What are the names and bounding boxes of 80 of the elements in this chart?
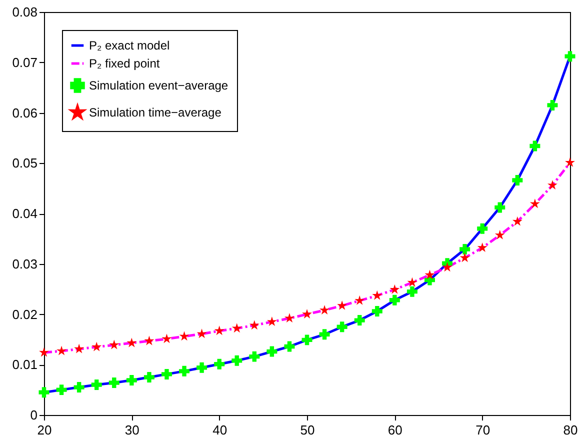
- point: [320, 304, 330, 314]
- point: [372, 306, 382, 316]
- point: [179, 331, 190, 341]
- point: [56, 346, 67, 356]
- point: [144, 372, 154, 382]
- point: [494, 230, 505, 240]
- point: [442, 262, 452, 272]
- point: [126, 338, 137, 348]
- point: [92, 342, 102, 352]
- point: [214, 326, 224, 336]
- x-tick-label: 30: [124, 422, 140, 438]
- point: [477, 242, 488, 252]
- point: [494, 202, 506, 213]
- point: [372, 290, 382, 300]
- point: [249, 320, 260, 330]
- legend-label: P₂ fixed point: [89, 56, 160, 70]
- point: [39, 347, 49, 357]
- point: [249, 351, 260, 362]
- y-tick-label: 0.07: [12, 54, 38, 70]
- point: [477, 223, 488, 234]
- point: [74, 344, 84, 354]
- x-tick-label: 50: [300, 422, 315, 438]
- legend-label: Simulation event−average: [89, 78, 228, 92]
- point: [512, 175, 523, 186]
- x-tick-label: 40: [212, 422, 228, 438]
- point: [512, 216, 522, 226]
- legend-label: P₂ exact model: [89, 38, 170, 52]
- point: [284, 341, 295, 352]
- point: [354, 295, 365, 305]
- x-tick-label: 80: [563, 422, 578, 438]
- point: [179, 366, 190, 376]
- point: [564, 51, 576, 62]
- point: [302, 309, 312, 318]
- point: [354, 315, 365, 326]
- point: [196, 328, 207, 338]
- y-tick-label: 0.01: [12, 357, 38, 372]
- point: [56, 384, 67, 396]
- point: [319, 329, 330, 340]
- point: [336, 322, 348, 332]
- point: [266, 346, 278, 357]
- y-tick-label: 0.05: [12, 156, 38, 171]
- point: [109, 340, 120, 350]
- point: [530, 198, 540, 208]
- point: [337, 300, 348, 310]
- point: [126, 374, 137, 386]
- point: [108, 378, 120, 388]
- point: [144, 336, 154, 346]
- point: [302, 334, 312, 346]
- point: [214, 358, 225, 370]
- point: [530, 140, 540, 152]
- y-tick-label: 0.08: [12, 4, 38, 20]
- point: [547, 180, 558, 190]
- point: [406, 286, 418, 297]
- x-tick-label: 60: [388, 422, 402, 438]
- point: [460, 244, 470, 255]
- point: [407, 277, 418, 287]
- point: [565, 157, 575, 167]
- x-tick-label: 20: [37, 422, 52, 438]
- y-tick-label: 0.03: [12, 256, 38, 272]
- x-tick-label: 70: [476, 422, 490, 438]
- y-tick-label: 0.04: [12, 206, 38, 221]
- point: [74, 382, 84, 393]
- y-tick-label: 0.06: [12, 105, 38, 120]
- point: [460, 252, 470, 262]
- point: [547, 100, 558, 110]
- point: [389, 294, 400, 306]
- point: [232, 355, 242, 366]
- y-tick-label: 0: [30, 408, 38, 422]
- point: [424, 270, 435, 280]
- point: [161, 368, 172, 380]
- point: [232, 323, 242, 333]
- point: [91, 380, 102, 390]
- point: [390, 284, 400, 294]
- legend-label: Simulation time−average: [89, 106, 222, 120]
- point: [266, 316, 277, 326]
- point: [284, 313, 294, 323]
- point: [38, 387, 50, 398]
- point: [162, 334, 172, 344]
- point: [196, 362, 208, 373]
- y-tick-label: 0.02: [12, 306, 38, 322]
